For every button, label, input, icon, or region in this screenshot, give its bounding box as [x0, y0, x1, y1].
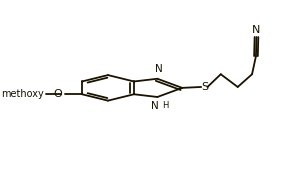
- Text: methoxy: methoxy: [1, 89, 44, 99]
- Text: N: N: [155, 64, 163, 74]
- Text: N: N: [252, 25, 261, 35]
- Text: H: H: [162, 101, 168, 110]
- Text: O: O: [54, 89, 62, 99]
- Text: N: N: [151, 101, 159, 111]
- Text: S: S: [202, 82, 209, 92]
